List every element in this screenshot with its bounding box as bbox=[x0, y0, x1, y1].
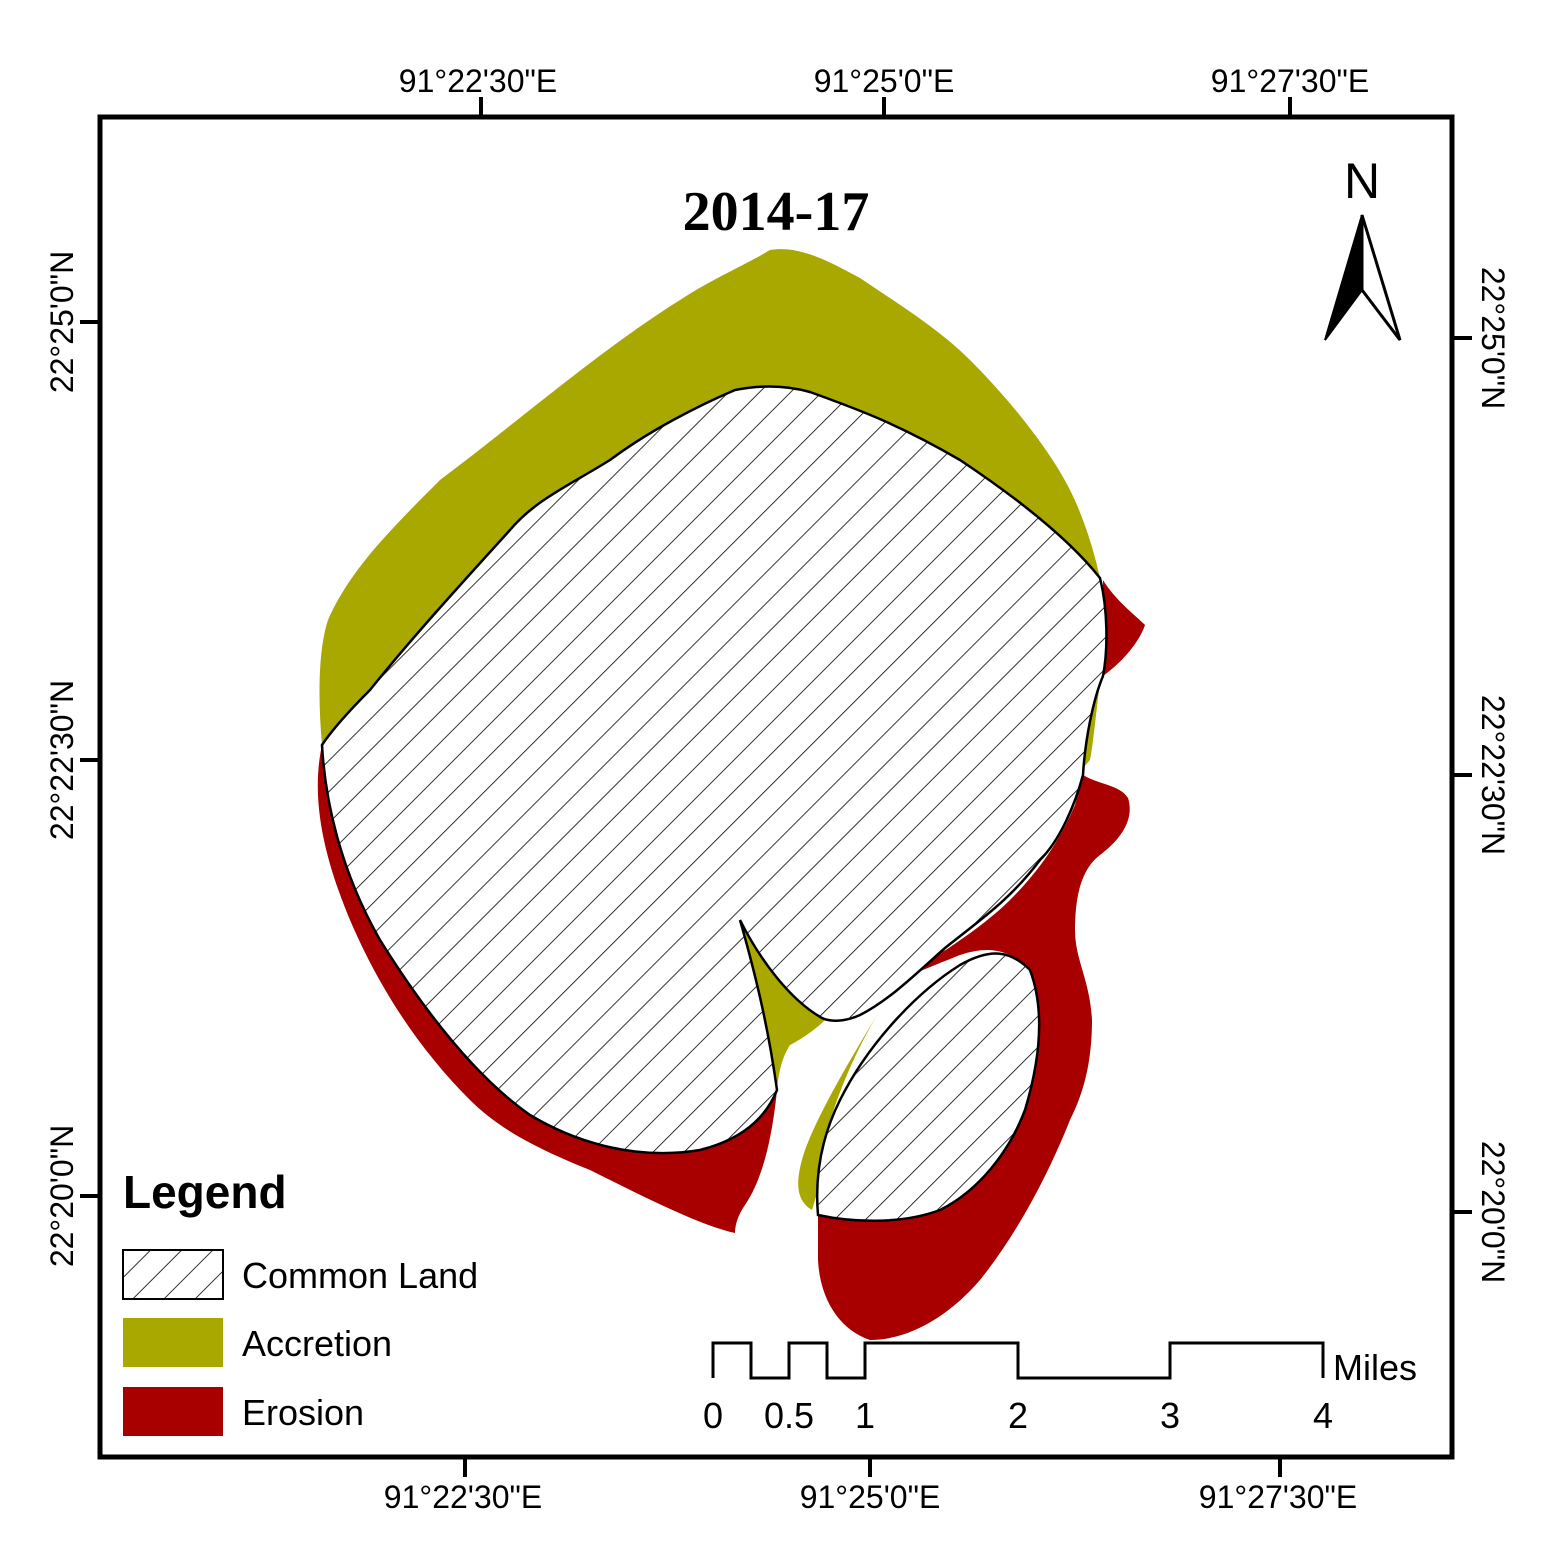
legend-swatch-erosion bbox=[123, 1387, 223, 1436]
common-land-areas bbox=[320, 385, 1108, 1222]
accretion-south-sliver bbox=[798, 1010, 880, 1210]
bottom-lon-label-1: 91°22'30"E bbox=[384, 1479, 542, 1515]
right-lat-label-1: 22°25'0"N bbox=[1475, 267, 1511, 409]
scale-tick-0-5: 0.5 bbox=[764, 1395, 814, 1436]
scale-tick-1: 1 bbox=[855, 1395, 875, 1436]
scale-tick-4: 4 bbox=[1313, 1395, 1333, 1436]
left-lat-label-1: 22°25'0"N bbox=[44, 251, 80, 393]
map-title: 2014-17 bbox=[683, 181, 870, 243]
top-lon-label-1: 91°22'30"E bbox=[399, 63, 557, 99]
scale-bar-line bbox=[711, 1341, 1325, 1380]
common-land-main bbox=[320, 385, 1108, 1155]
north-arrow: N bbox=[1324, 153, 1402, 341]
legend-title: Legend bbox=[123, 1166, 287, 1218]
right-lat-label-2: 22°22'30"N bbox=[1475, 695, 1511, 855]
erosion-west bbox=[317, 745, 777, 1233]
scale-tick-3: 3 bbox=[1160, 1395, 1180, 1436]
bottom-lon-label-3: 91°27'30"E bbox=[1199, 1479, 1357, 1515]
bottom-lon-label-2: 91°25'0"E bbox=[800, 1479, 941, 1515]
legend-label-accretion: Accretion bbox=[242, 1323, 392, 1364]
common-land-south bbox=[815, 952, 1041, 1222]
legend-swatch-common-land bbox=[122, 1249, 224, 1300]
erosion-southeast bbox=[818, 775, 1130, 1340]
scale-tick-0: 0 bbox=[703, 1395, 723, 1436]
north-arrow-left-half bbox=[1324, 214, 1363, 341]
left-lat-label-3: 22°20'0"N bbox=[44, 1125, 80, 1267]
accretion-channel bbox=[740, 920, 825, 1090]
legend-label-erosion: Erosion bbox=[242, 1392, 364, 1433]
north-arrow-label: N bbox=[1344, 153, 1380, 209]
north-arrow-right-half bbox=[1360, 214, 1402, 341]
top-lon-label-3: 91°27'30"E bbox=[1211, 63, 1369, 99]
map-frame bbox=[97, 114, 1455, 1460]
accretion-top bbox=[319, 249, 1100, 746]
scale-unit-label: Miles bbox=[1333, 1347, 1417, 1388]
legend-label-common-land: Common Land bbox=[242, 1255, 478, 1296]
top-lon-label-2: 91°25'0"E bbox=[814, 63, 955, 99]
graticule-ticks bbox=[80, 97, 1472, 1477]
erosion-east-lobe bbox=[1103, 580, 1145, 676]
right-lat-label-3: 22°20'0"N bbox=[1475, 1141, 1511, 1283]
scale-tick-2: 2 bbox=[1008, 1395, 1028, 1436]
legend: Legend Common Land Accretion Erosion bbox=[122, 1166, 478, 1436]
left-lat-label-2: 22°22'30"N bbox=[44, 680, 80, 840]
scale-bar: Miles 0 0.5 1 2 3 4 bbox=[703, 1341, 1417, 1436]
legend-swatch-accretion bbox=[123, 1318, 223, 1367]
